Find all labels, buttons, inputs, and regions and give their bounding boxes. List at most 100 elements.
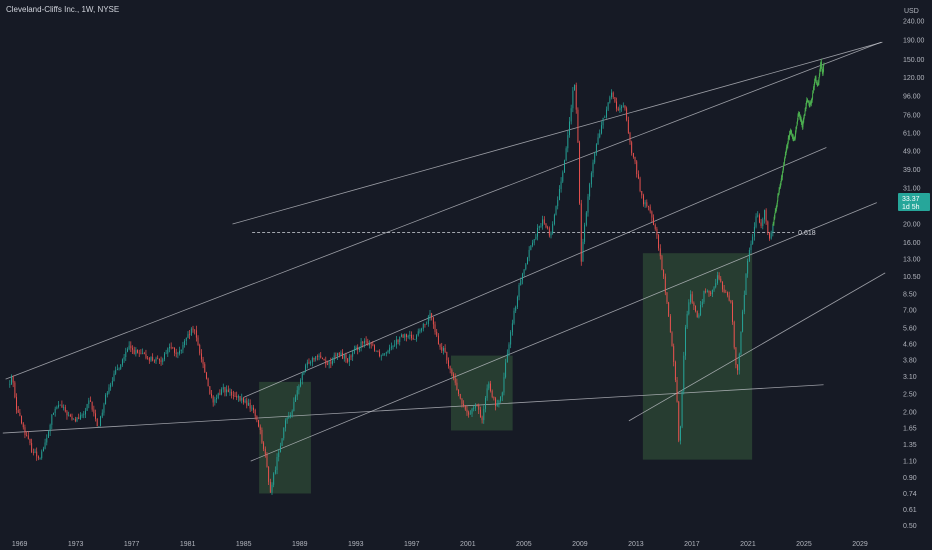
candle-body xyxy=(558,189,560,201)
candle-body xyxy=(458,389,460,394)
candle-body xyxy=(237,396,239,398)
candle-body xyxy=(639,178,641,191)
candle-body xyxy=(14,382,16,398)
candle-body xyxy=(468,412,470,415)
candle-body xyxy=(379,351,381,357)
candle-body xyxy=(115,369,117,374)
x-tick-label: 1973 xyxy=(68,541,84,548)
candle-body xyxy=(696,311,698,318)
candle-body xyxy=(819,69,821,75)
price-axis[interactable]: 240.00 190.00 150.00 120.00 96.00 76.00 61.00 4… xyxy=(903,18,925,530)
candle-body xyxy=(479,409,481,418)
candle-body xyxy=(592,162,594,173)
candle-body xyxy=(390,346,392,348)
candle-body xyxy=(81,415,83,416)
candle-body xyxy=(711,290,713,295)
candle-body xyxy=(58,405,59,407)
candle-body xyxy=(769,232,770,239)
candle-body xyxy=(310,362,312,364)
candle-body xyxy=(71,416,73,420)
candle-body xyxy=(656,228,658,236)
candle-body xyxy=(138,352,140,354)
candle-body xyxy=(775,211,777,212)
x-tick-label: 1993 xyxy=(348,541,364,548)
candle-body xyxy=(123,357,125,360)
candle-body xyxy=(821,69,823,71)
candle-body xyxy=(548,228,550,236)
candle-body xyxy=(358,347,360,351)
candle-body xyxy=(248,402,249,406)
candle-body xyxy=(157,358,159,360)
candle-body xyxy=(404,334,406,338)
candle-body xyxy=(587,196,589,213)
candle-body xyxy=(564,160,565,173)
candle-body xyxy=(685,327,686,356)
candle-body xyxy=(409,334,411,337)
candle-body xyxy=(794,133,796,138)
candle-body xyxy=(120,364,122,369)
last-price-tag: 33.37 1d 5h xyxy=(898,193,930,211)
candle-body xyxy=(794,137,796,141)
candle-body xyxy=(402,334,404,338)
candle-body xyxy=(602,117,604,126)
candle-body xyxy=(516,296,518,307)
candle-body xyxy=(365,340,367,342)
candle-body xyxy=(574,85,575,91)
candle-body xyxy=(37,456,39,459)
candle-body xyxy=(627,119,629,133)
candle-body xyxy=(666,292,668,303)
candle-body xyxy=(705,290,707,292)
time-axis[interactable]: 1969 1973 1977 1981 1985 1989 1993 1997 2001 2005… xyxy=(12,541,868,548)
candle-body xyxy=(505,362,507,378)
candle-body xyxy=(103,404,105,413)
candle-body xyxy=(130,345,132,349)
candle-body xyxy=(93,409,95,414)
candle-body xyxy=(812,93,814,98)
candle-body xyxy=(449,366,451,370)
candle-body xyxy=(212,396,214,403)
candle-body xyxy=(606,109,607,118)
candle-body xyxy=(626,108,628,120)
candle-body xyxy=(369,343,370,346)
candle-body xyxy=(273,473,275,485)
candle-body xyxy=(121,359,123,365)
candle-body xyxy=(786,145,788,148)
candle-body xyxy=(597,137,599,145)
candle-body xyxy=(821,66,823,70)
candle-body xyxy=(232,395,234,396)
candle-body xyxy=(150,357,152,361)
candle-body xyxy=(779,187,781,189)
y-tick-label: 49.00 xyxy=(903,148,921,155)
candle-body xyxy=(708,291,710,293)
candle-body xyxy=(367,341,369,346)
candle-body xyxy=(207,378,209,387)
candle-body xyxy=(642,195,644,205)
candle-body xyxy=(745,273,747,295)
candle-body xyxy=(69,414,71,417)
candle-body xyxy=(118,368,120,370)
candle-body xyxy=(781,172,783,178)
candle-body xyxy=(600,125,602,134)
candle-body xyxy=(496,403,498,407)
candle-body xyxy=(733,321,735,348)
candle-body xyxy=(16,397,17,410)
candle-body xyxy=(190,328,192,335)
candle-body xyxy=(362,341,364,344)
candle-body xyxy=(74,418,76,422)
candle-body xyxy=(29,438,31,444)
candle-body xyxy=(520,280,522,285)
candle-body xyxy=(320,355,322,358)
candle-body xyxy=(464,405,466,410)
y-tick-label: 2.00 xyxy=(903,410,917,417)
candle-body xyxy=(224,387,226,393)
candle-body xyxy=(194,329,196,331)
candle-body xyxy=(802,126,804,128)
candle-body xyxy=(552,224,554,234)
candle-body xyxy=(414,339,416,340)
candle-body xyxy=(31,443,33,452)
candle-body xyxy=(174,347,175,353)
candle-body xyxy=(152,357,154,361)
candle-body xyxy=(436,331,438,336)
candle-body xyxy=(538,226,540,228)
